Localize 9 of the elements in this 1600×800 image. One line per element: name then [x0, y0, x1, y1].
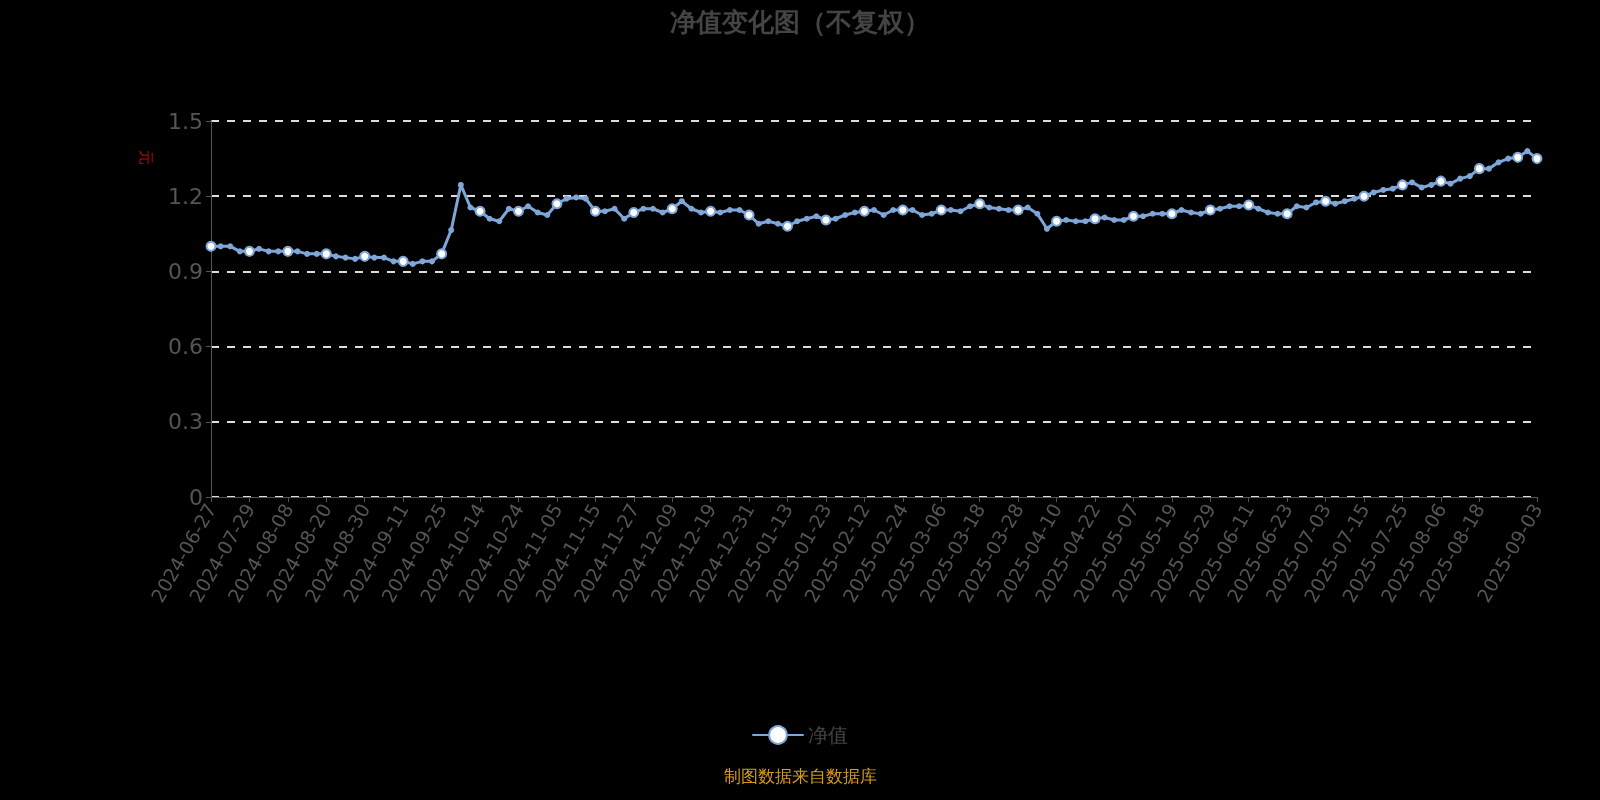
y-tick-label: 1.5 [168, 108, 203, 134]
text: 制图数据来自数据库 [723, 765, 877, 786]
y-tick-label: 1.2 [168, 183, 203, 209]
y-axis-title: 元 [136, 150, 155, 165]
y-tick-label: 0.3 [168, 409, 203, 435]
y-tick-label: 0.9 [168, 258, 203, 284]
chart-title: 净值变化图（不复权） [670, 7, 930, 37]
legend-label: 净值 [808, 724, 848, 746]
y-tick-label: 0.6 [168, 334, 203, 360]
